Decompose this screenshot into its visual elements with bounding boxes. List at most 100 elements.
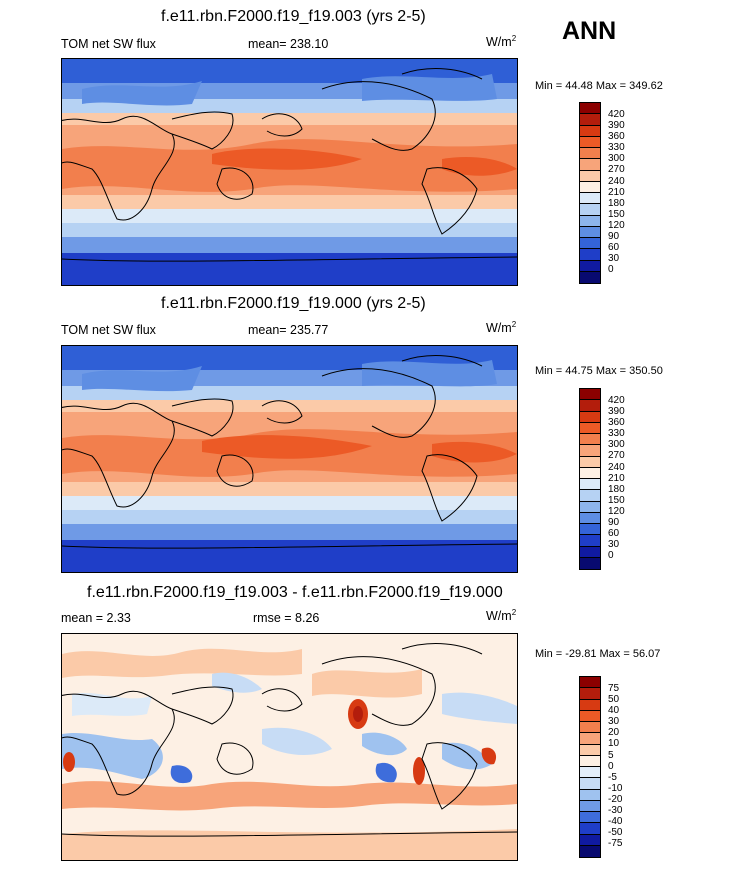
panel3-tick-label: -75 [608, 838, 623, 850]
panel1-title: f.e11.rbn.F2000.f19_f19.003 (yrs 2-5) [161, 8, 426, 25]
panel3-tick-label: -40 [608, 816, 623, 828]
panel3-map [61, 633, 518, 861]
panel2-minmax: Min = 44.75 Max = 350.50 [535, 365, 663, 377]
panel1-variable-label: TOM net SW flux [61, 37, 156, 51]
panel2-colorbar-swatch [580, 445, 600, 457]
panel3-tick-label: 5 [608, 749, 614, 761]
panel2-tick-label: 90 [608, 517, 620, 529]
panel3-colorbar-swatch [580, 767, 600, 779]
panel1-colorbar-swatch [580, 226, 600, 238]
panel2-colorbar-swatch [580, 557, 600, 569]
panel2-tick-label: 330 [608, 428, 625, 440]
panel1-colorbar-swatch [580, 215, 600, 227]
panel2-tick-label: 120 [608, 505, 625, 517]
panel2-variable-label: TOM net SW flux [61, 323, 156, 337]
panel3-mean-label: mean = 2.33 [61, 611, 131, 625]
panel2-tick-label: 0 [608, 550, 614, 562]
panel1-tick-label: 240 [608, 175, 625, 187]
panel2-tick-label: 300 [608, 439, 625, 451]
panel3-tick-label: 75 [608, 683, 620, 694]
panel2-colorbar-swatch [580, 524, 600, 536]
panel3-tick-label: -5 [608, 771, 617, 783]
panel3-colorbar-swatch [580, 834, 600, 846]
panel2-title: f.e11.rbn.F2000.f19_f19.000 (yrs 2-5) [161, 295, 426, 312]
panel3-tick-label: 0 [608, 760, 614, 772]
panel1-mean-label: mean= 238.10 [248, 37, 329, 51]
panel3-tick-label: -50 [608, 827, 623, 839]
panel1-tick-label: 330 [608, 142, 625, 154]
panel1-contour-field [62, 59, 517, 285]
panel1-tick-label: 180 [608, 197, 625, 209]
panel3-units: W/m2 [486, 608, 517, 624]
panel2-tick-label: 60 [608, 528, 620, 540]
panel3-colorbar-ticks: 75 50 40 30 20 10 5 0 -5 -10 -20 -30 -40… [608, 683, 622, 849]
panel1-colorbar-swatch [580, 159, 600, 171]
panel1-colorbar-swatch [580, 193, 600, 205]
panel2-colorbar-swatch [580, 467, 600, 479]
panel1-colorbar-swatch [580, 125, 600, 137]
panel3-tick-label: 50 [608, 694, 620, 706]
panel1-map [61, 58, 518, 286]
panel3-colorbar-swatch [580, 823, 600, 835]
panel3-colorbar-swatch [580, 677, 600, 689]
panel2-colorbar-swatch [580, 400, 600, 412]
panel3-colorbar-swatch [580, 812, 600, 824]
panel2-colorbar-swatch [580, 422, 600, 434]
panel1-colorbar-swatch [580, 204, 600, 216]
panel3-colorbar-swatch [580, 800, 600, 812]
panel2-map [61, 345, 518, 573]
panel2-colorbar-swatch [580, 479, 600, 491]
panel3-title: f.e11.rbn.F2000.f19_f19.003 - f.e11.rbn.… [87, 584, 503, 601]
panel1-tick-label: 270 [608, 164, 625, 176]
panel3-colorbar-swatch [580, 710, 600, 722]
panel3-colorbar-swatch [580, 744, 600, 756]
panel3-colorbar-swatch [580, 722, 600, 734]
panel3-tick-label: -30 [608, 805, 623, 817]
panel3-contour-field [62, 634, 517, 860]
panel3-colorbar-swatch [580, 845, 600, 857]
panel2-colorbar [579, 388, 601, 570]
panel1-colorbar-swatch [580, 103, 600, 115]
panel3-colorbar-swatch [580, 778, 600, 790]
panel1-colorbar-swatch [580, 136, 600, 148]
panel1-colorbar-swatch [580, 114, 600, 126]
panel2-colorbar-swatch [580, 434, 600, 446]
panel3-colorbar-swatch [580, 688, 600, 700]
panel1-colorbar-swatch [580, 181, 600, 193]
panel2-colorbar-swatch [580, 501, 600, 513]
panel2-colorbar-swatch [580, 411, 600, 423]
panel1-minmax: Min = 44.48 Max = 349.62 [535, 80, 663, 92]
panel1-tick-label: 360 [608, 131, 625, 143]
panel2-tick-label: 240 [608, 461, 625, 473]
panel3-rmse-label: rmse = 8.26 [253, 611, 320, 625]
panel3-tick-label: -10 [608, 782, 623, 794]
panel2-colorbar-swatch [580, 512, 600, 524]
panel2-tick-label: 360 [608, 417, 625, 429]
panel1-colorbar-swatch [580, 238, 600, 250]
panel1-tick-label: 420 [608, 109, 625, 120]
panel2-tick-label: 30 [608, 539, 620, 551]
panel2-colorbar-swatch [580, 535, 600, 547]
panel3-colorbar-swatch [580, 733, 600, 745]
panel3-tick-label: 20 [608, 727, 620, 739]
panel1-colorbar-swatch [580, 260, 600, 272]
panel2-tick-label: 150 [608, 494, 625, 506]
panel2-units: W/m2 [486, 320, 517, 336]
panel2-colorbar-swatch [580, 456, 600, 468]
panel3-colorbar-swatch [580, 699, 600, 711]
panel1-tick-label: 60 [608, 242, 620, 254]
panel2-tick-label: 270 [608, 450, 625, 462]
panel3-minmax: Min = -29.81 Max = 56.07 [535, 648, 661, 660]
panel3-tick-label: 40 [608, 705, 620, 717]
panel1-tick-label: 0 [608, 264, 614, 276]
panel1-tick-label: 210 [608, 186, 625, 198]
panel3-colorbar-swatch [580, 755, 600, 767]
panel3-colorbar-swatch [580, 789, 600, 801]
panel3-tick-label: 10 [608, 738, 620, 750]
panel1-colorbar [579, 102, 601, 284]
panel1-colorbar-swatch [580, 170, 600, 182]
panel2-mean-label: mean= 235.77 [248, 323, 329, 337]
panel2-colorbar-swatch [580, 546, 600, 558]
panel1-units: W/m2 [486, 34, 517, 50]
panel2-tick-label: 180 [608, 483, 625, 495]
